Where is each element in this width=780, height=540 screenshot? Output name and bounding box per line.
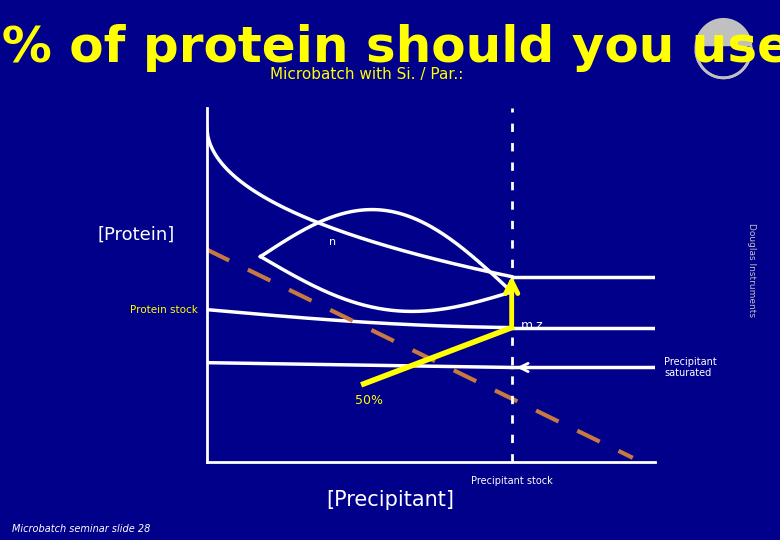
Text: Microbatch with Si. / Par.:: Microbatch with Si. / Par.: (270, 68, 463, 83)
Text: Protein stock: Protein stock (129, 305, 198, 315)
Text: Precipitant stock: Precipitant stock (471, 476, 552, 486)
Text: n: n (328, 238, 336, 247)
Polygon shape (696, 19, 751, 49)
Text: Microbatch seminar slide 28: Microbatch seminar slide 28 (12, 523, 150, 534)
Text: [Precipitant]: [Precipitant] (326, 489, 454, 510)
Text: 50%: 50% (355, 395, 383, 408)
Text: Precipitant
saturated: Precipitant saturated (664, 357, 717, 379)
Text: m.z.: m.z. (521, 319, 548, 332)
Text: What % of protein should you use?: What % of protein should you use? (0, 24, 780, 72)
Text: Douglas Instruments: Douglas Instruments (746, 223, 756, 317)
Text: [Protein]: [Protein] (98, 226, 176, 244)
